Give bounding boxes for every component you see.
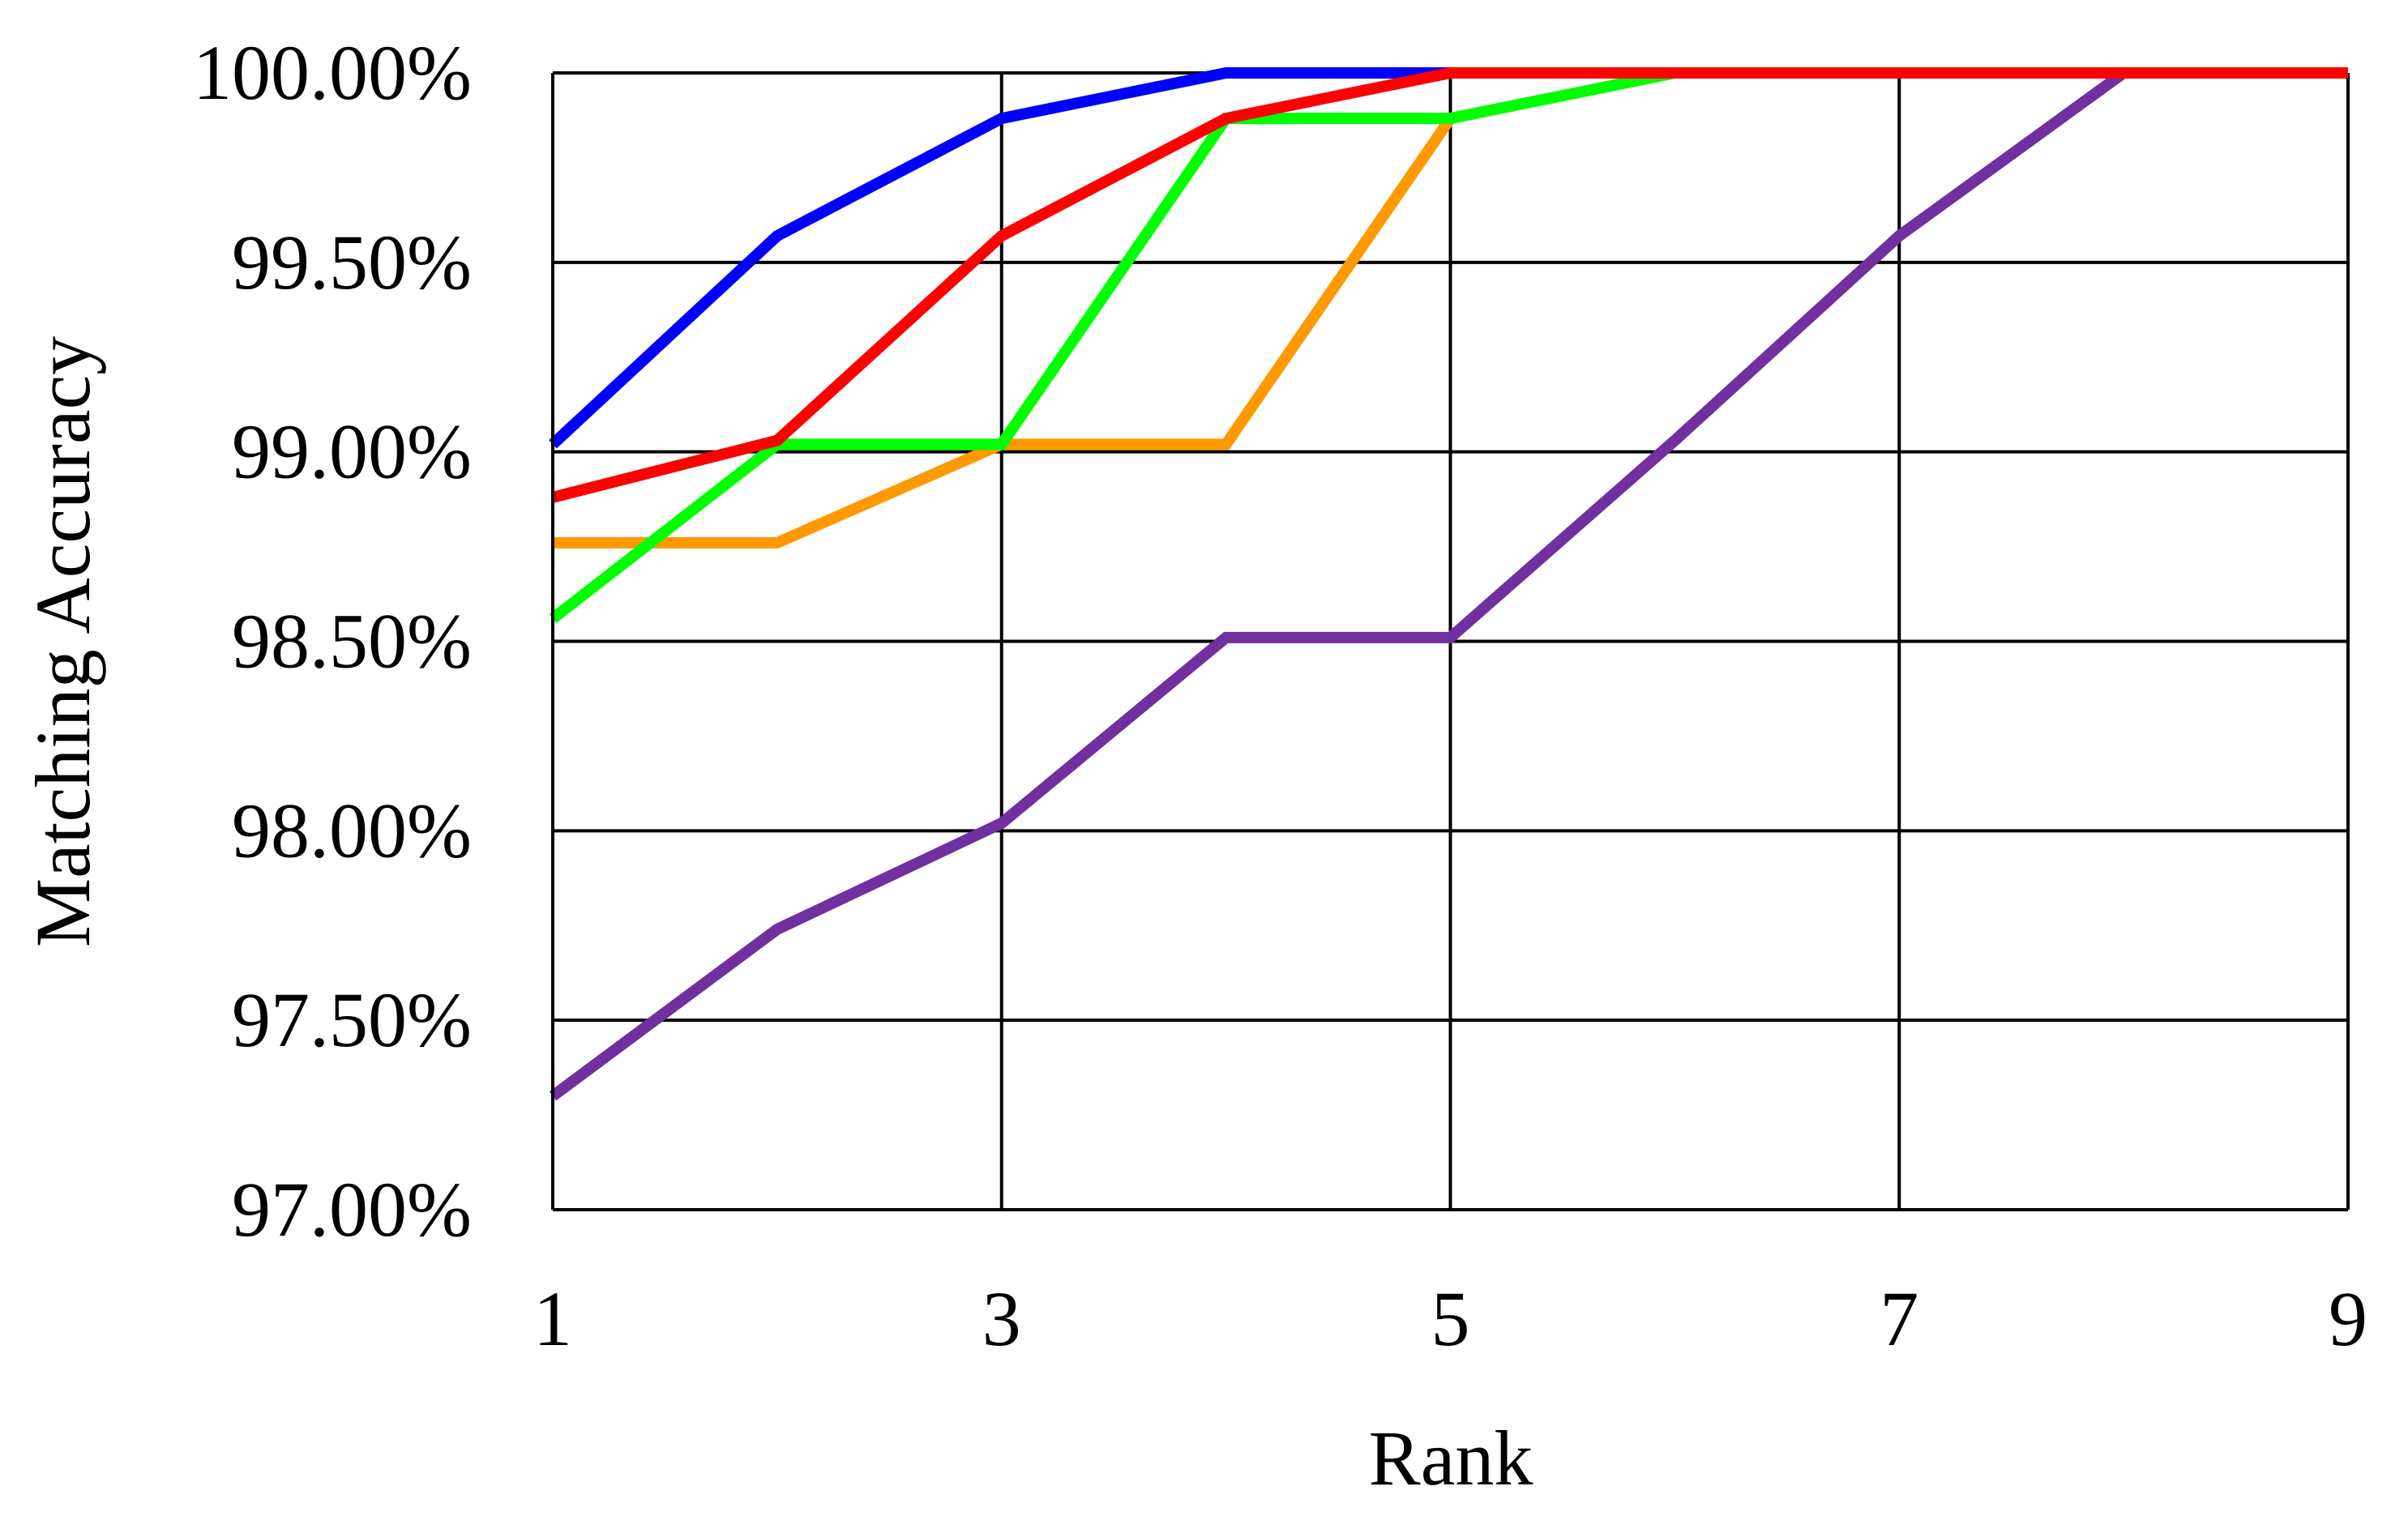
series-line-5 <box>551 67 2348 503</box>
grid-lines <box>551 71 2350 1211</box>
x-tick-label: 1 <box>533 1275 572 1362</box>
x-tick-label: 5 <box>1431 1275 1470 1362</box>
y-tick-label: 99.50% <box>232 219 472 305</box>
y-axis-title: Matching Accuracy <box>19 336 106 947</box>
plot-frame <box>551 73 2348 1211</box>
x-axis-title: Rank <box>1369 1415 1533 1501</box>
x-tick-label: 7 <box>1880 1275 1918 1362</box>
y-tick-labels: 97.00% 97.50% 98.00% 98.50% 99.00% 99.50% 100.… <box>193 29 472 1253</box>
x-tick-label: 9 <box>2329 1275 2367 1362</box>
series-lines <box>549 67 2348 1101</box>
y-tick-label: 99.00% <box>232 408 472 495</box>
y-tick-label: 97.50% <box>232 976 472 1063</box>
series-line-1 <box>549 67 2348 1101</box>
x-tick-labels: 1 3 5 7 9 <box>533 1275 2367 1362</box>
y-tick-label: 98.00% <box>232 787 472 873</box>
x-tick-label: 3 <box>982 1275 1021 1362</box>
y-tick-label: 97.00% <box>232 1166 472 1253</box>
y-tick-label: 100.00% <box>193 29 472 116</box>
y-tick-label: 98.50% <box>232 598 472 685</box>
